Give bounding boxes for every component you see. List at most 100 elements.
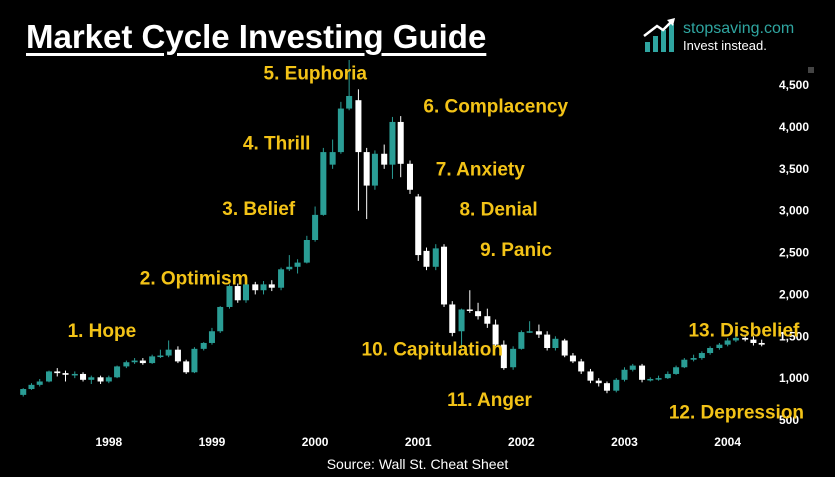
candle-body (355, 100, 362, 153)
candle-body (561, 340, 568, 356)
candle-body (406, 163, 413, 190)
candle-body (303, 240, 310, 263)
phase-label: 9. Panic (480, 240, 552, 261)
candle-body (510, 348, 517, 368)
source-caption: Source: Wall St. Cheat Sheet (326, 456, 509, 472)
candle (191, 347, 198, 374)
candle (647, 377, 654, 382)
candle (732, 335, 739, 343)
y-tick-label: 2,000 (779, 287, 809, 301)
candle-body (200, 342, 207, 349)
x-tick-label: 2000 (302, 435, 329, 449)
x-tick-label: 2004 (714, 435, 741, 449)
candle-body (371, 153, 378, 186)
phase-label: 10. Capitulation (362, 340, 503, 361)
candle (105, 375, 112, 384)
candle-body (45, 371, 53, 382)
candle (415, 193, 422, 261)
candle-body (552, 338, 559, 348)
candle (698, 351, 705, 360)
candle (466, 290, 473, 313)
candle (397, 116, 404, 178)
brand-logo[interactable]: stopsaving.com Invest instead. (643, 16, 828, 56)
candle-body (191, 348, 198, 373)
candle (80, 372, 87, 382)
candle-body (466, 309, 473, 311)
candle (406, 160, 413, 194)
candle-body (174, 349, 181, 362)
candle-body (526, 331, 533, 333)
candle-body (242, 284, 250, 301)
candle-body (114, 366, 121, 378)
candle-body (20, 389, 27, 395)
candle (535, 324, 542, 338)
candle (312, 206, 319, 242)
phase-label: 6. Complacency (423, 97, 568, 118)
candle-body (724, 340, 731, 345)
candle (673, 365, 680, 375)
candle (544, 331, 551, 351)
candle-body (268, 284, 275, 288)
candle-body (36, 381, 43, 385)
candle (139, 358, 146, 365)
candle (449, 301, 456, 337)
y-axis: 500 1,000 1,500 2,000 2,500 3,000 3,500 4,000 4,… (779, 67, 814, 427)
phase-label: 3. Belief (222, 199, 296, 220)
y-tick-label: 2,500 (779, 246, 809, 260)
candle (475, 302, 482, 320)
candle (578, 358, 585, 374)
candle-body (655, 378, 662, 380)
phase-labels: 1. Hope 2. Optimism 3. Belief 4. Thrill 5. E… (68, 63, 804, 423)
candle (552, 336, 559, 351)
phase-label: 5. Euphoria (264, 63, 368, 84)
candle-body (294, 262, 301, 267)
candle-body (346, 96, 353, 109)
candle (432, 244, 439, 271)
candle-body (165, 349, 172, 356)
candle-body (260, 284, 267, 291)
candle (268, 280, 275, 292)
candle-body (423, 250, 430, 267)
candle (346, 60, 353, 111)
candle (681, 358, 688, 369)
y-tick-label: 3,000 (779, 204, 809, 218)
candle (123, 360, 130, 369)
candle (569, 353, 576, 364)
candle (500, 340, 507, 370)
candle-body (690, 358, 697, 360)
candle (149, 354, 156, 364)
candle (664, 371, 671, 379)
candle (629, 363, 636, 372)
candle (226, 284, 233, 309)
candle-body (664, 373, 671, 379)
candle-body (500, 344, 507, 369)
candle (260, 281, 267, 295)
candle-body (587, 371, 594, 381)
candle (595, 378, 602, 387)
candle (381, 144, 388, 169)
candle-body (397, 121, 404, 164)
candle (114, 365, 121, 379)
candle (363, 147, 370, 220)
candle-body (484, 316, 491, 324)
candle-body (629, 365, 636, 370)
candle-body (639, 365, 646, 380)
candle-body (707, 348, 714, 354)
candle-body (139, 360, 146, 364)
phase-label: 4. Thrill (243, 134, 311, 155)
candle-body (208, 331, 215, 343)
candle (690, 354, 697, 362)
candle (613, 378, 620, 393)
candle-body (432, 248, 439, 267)
candle (200, 342, 207, 351)
candle (758, 339, 765, 347)
candle (371, 150, 378, 190)
candle (337, 101, 344, 154)
candle (20, 388, 27, 397)
candle-body (286, 266, 293, 270)
candle (484, 308, 491, 328)
candle (45, 370, 53, 383)
candle-body (131, 360, 138, 363)
candle-body (381, 153, 388, 165)
candle (518, 330, 525, 350)
